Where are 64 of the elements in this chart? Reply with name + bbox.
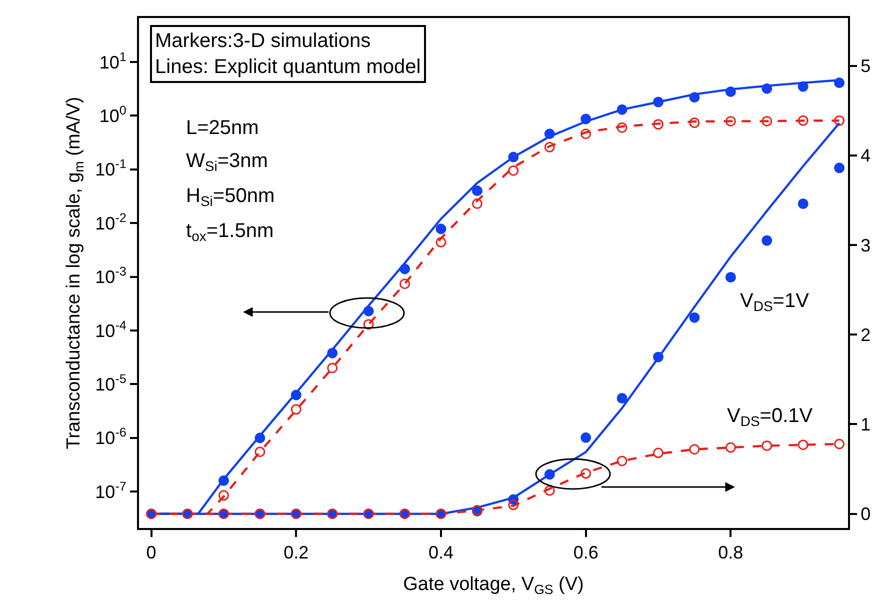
y-tick-label: 10$^{-2}$ [95, 210, 126, 234]
y2-tick-label: 2 [860, 324, 871, 345]
point [400, 264, 410, 274]
point [580, 128, 592, 140]
point [834, 115, 845, 126]
point [689, 117, 700, 128]
y2-tick-label: 3 [860, 235, 871, 256]
point [798, 115, 808, 126]
y-tick-label: 10$^{0}$ [99, 103, 126, 126]
point [616, 104, 628, 115]
y2-tick-label: 4 [860, 146, 871, 166]
point [544, 142, 555, 152]
point [363, 319, 374, 330]
point [290, 404, 302, 415]
annotation: Markers:3-D simulations Lines: Explicit quantum model [155, 30, 421, 78]
y2-tick-label: 5 [860, 56, 871, 76]
point [327, 362, 338, 374]
y-tick-label: 10$^{1}$ [99, 50, 126, 72]
point [616, 122, 628, 133]
x-tick-label: 0.8 [718, 542, 744, 563]
y-tick-label: 10$^{-6}$ [95, 426, 126, 448]
point [762, 116, 772, 126]
point [363, 306, 374, 316]
y-tick-label: 10$^{-1}$ [95, 157, 126, 180]
x-tick-label: 0.6 [573, 542, 598, 563]
point [290, 390, 302, 400]
point [580, 114, 592, 124]
point [725, 86, 736, 97]
point [400, 278, 410, 290]
point [508, 165, 519, 176]
annotation: L=25nm [186, 117, 259, 139]
point [218, 490, 229, 501]
point [327, 348, 338, 358]
x-tick-label: 0 [146, 542, 156, 563]
annotation: W$_{Si}$=3nm [186, 150, 268, 174]
y-tick-label: 10$^{-4}$ [95, 318, 126, 341]
point [544, 128, 555, 140]
y2-tick-label: 0 [860, 504, 871, 524]
y-tick-label: 10$^{-5}$ [95, 372, 126, 394]
point [762, 83, 772, 94]
point [798, 81, 808, 92]
annotation: t$_{ox}$=1.5nm [186, 220, 274, 244]
y-tick-label: 10$^{-7}$ [95, 479, 126, 502]
y-tick-label: 10$^{-3}$ [95, 264, 126, 288]
point [436, 237, 446, 248]
point [472, 186, 482, 196]
point [689, 92, 700, 103]
point [472, 198, 482, 209]
point [254, 446, 266, 458]
annotation: V$_{DS}$=1V [740, 290, 810, 314]
point [218, 475, 229, 486]
x-tick-label: 0.2 [284, 542, 309, 563]
point [508, 152, 519, 162]
point [653, 119, 664, 130]
point [653, 96, 664, 108]
y2-tick-label: 1 [860, 414, 871, 435]
x-axis-title: Gate voltage, V$_{GS}$ (V) [403, 574, 584, 597]
x-tick-label: 0.4 [428, 542, 454, 563]
point [834, 78, 845, 88]
point [254, 432, 266, 444]
annotation: H$_{Si}$=50nm [186, 185, 275, 210]
point [436, 224, 446, 234]
point [725, 116, 736, 126]
annotation: V$_{DS}$=0.1V [727, 405, 814, 430]
